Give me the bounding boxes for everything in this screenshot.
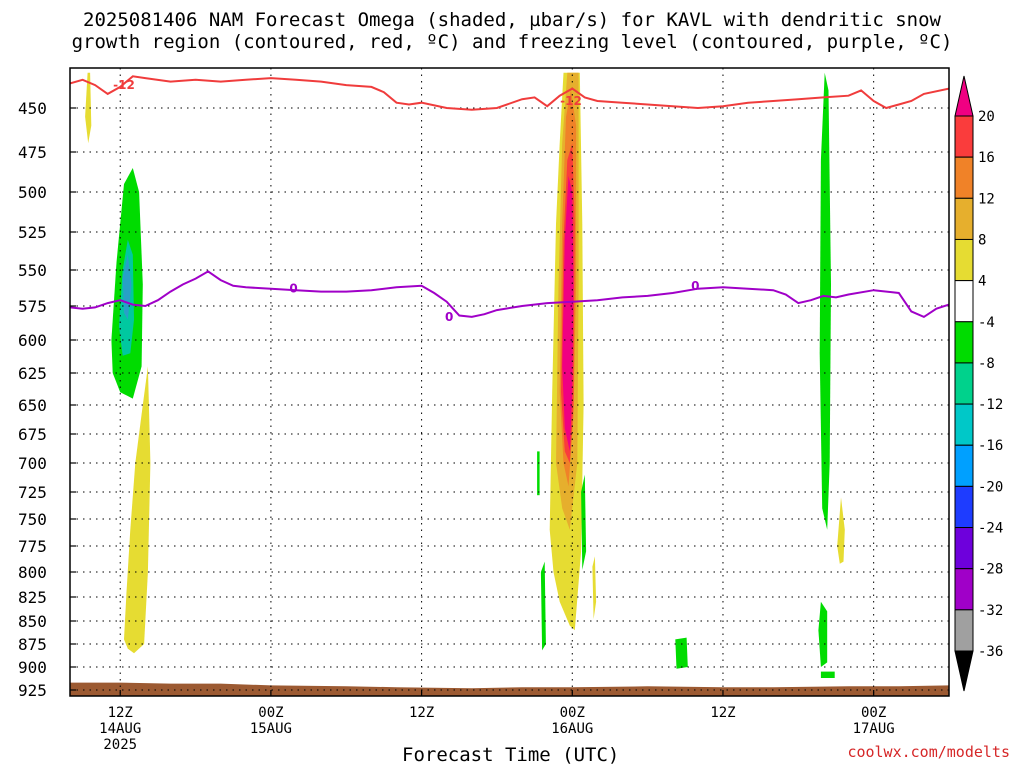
y-tick-label: 600 [18,331,47,350]
y-tick-label: 775 [18,537,47,556]
y-axis-ticks: 450 475 500 525 550 575 600 625 650 675 700 725 750 7… [18,99,76,700]
colorbar-label: 16 [978,150,995,166]
contour-label: 0 [691,279,699,293]
y-tick-label: 850 [18,612,47,631]
y-tick-label: 825 [18,588,47,607]
colorbar-box [954,527,974,570]
omega-region [581,474,587,570]
x-tick-label: 16AUG [551,721,593,737]
colorbar-box [954,568,974,611]
omega-region [820,671,835,678]
colorbar-min-triangle [954,650,974,692]
y-tick-label: 550 [18,261,47,280]
y-tick-label: 800 [18,563,47,582]
colorbar-box [954,609,974,652]
colorbar-label: -4 [978,315,995,331]
colorbar-label: 12 [978,191,995,207]
x-tick-label: 2025 [103,737,137,753]
contour-label: 0 [445,310,453,324]
contour-line-0 [70,270,949,319]
colorbar-box [954,403,974,446]
omega-region [85,72,92,144]
colorbar: 20 16 12 8 4 -4 -8 -12 -16 -20 -24 -28 -32 -36 [954,75,1003,692]
y-tick-label: 875 [18,635,47,654]
colorbar-label: -32 [978,603,1003,619]
colorbar-max-triangle [954,75,974,117]
contour-label: -12 [113,78,135,92]
omega-region [562,176,574,452]
x-tick-label: 14AUG [99,721,141,737]
colorbar-label: -24 [978,521,1003,537]
x-tick-label: 12Z [108,705,133,721]
colorbar-label: -28 [978,562,1003,578]
chart-title-line-2: growth region (contoured, red, ºC) and f… [71,31,953,53]
colorbar-box [954,197,974,240]
grid-lines [70,68,949,696]
colorbar-label: 8 [978,232,986,248]
colorbar-label: -36 [978,644,1003,660]
contour-line--12 [70,75,949,111]
x-tick-label: 00Z [258,705,283,721]
y-tick-label: 525 [18,223,47,242]
y-tick-label: 500 [18,183,47,202]
x-tick-label: 15AUG [250,721,292,737]
colorbar-box [954,156,974,199]
omega-region [675,637,688,669]
omega-shading [70,72,949,696]
y-tick-label: 900 [18,658,47,677]
x-tick-label: 00Z [861,705,886,721]
site-credit: coolwx.com/modelts [847,743,1010,761]
y-tick-label: 700 [18,454,47,473]
colorbar-box [954,238,974,282]
y-tick-label: 650 [18,396,47,415]
y-tick-label: 750 [18,510,47,529]
colorbar-label: -8 [978,356,995,372]
contour-lines: -12 -12 0 0 0 [70,75,949,324]
y-tick-label: 925 [18,681,47,700]
y-tick-label: 450 [18,99,47,118]
omega-region [837,497,845,564]
colorbar-box [954,444,974,487]
colorbar-label: -20 [978,479,1003,495]
y-tick-label: 625 [18,364,47,383]
omega-region [537,451,540,496]
colorbar-label: -12 [978,397,1003,413]
colorbar-label: -16 [978,438,1003,454]
x-tick-label: 12Z [409,705,434,721]
x-tick-label: 12Z [710,705,735,721]
colorbar-box [954,280,974,323]
y-tick-label: 725 [18,483,47,502]
colorbar-box [954,362,974,405]
omega-region [540,561,546,651]
colorbar-label: 20 [978,109,995,125]
colorbar-label: 4 [978,274,986,290]
omega-region [819,72,831,530]
colorbar-box [954,115,974,158]
omega-region [124,366,151,654]
colorbar-box [954,485,974,529]
contour-label: -12 [560,94,582,108]
x-axis-title: Forecast Time (UTC) [402,744,620,766]
chart-title-line-1: 2025081406 NAM Forecast Omega (shaded, µ… [83,9,941,31]
plot-frame [69,67,950,697]
contour-label: 0 [289,282,297,296]
x-tick-label: 00Z [560,705,585,721]
omega-region [592,556,597,620]
terrain-fill [70,682,949,696]
x-tick-label: 17AUG [853,721,895,737]
omega-region [818,601,828,667]
colorbar-box [954,321,974,364]
y-tick-label: 575 [18,297,47,316]
y-tick-label: 475 [18,143,47,162]
y-tick-label: 675 [18,425,47,444]
